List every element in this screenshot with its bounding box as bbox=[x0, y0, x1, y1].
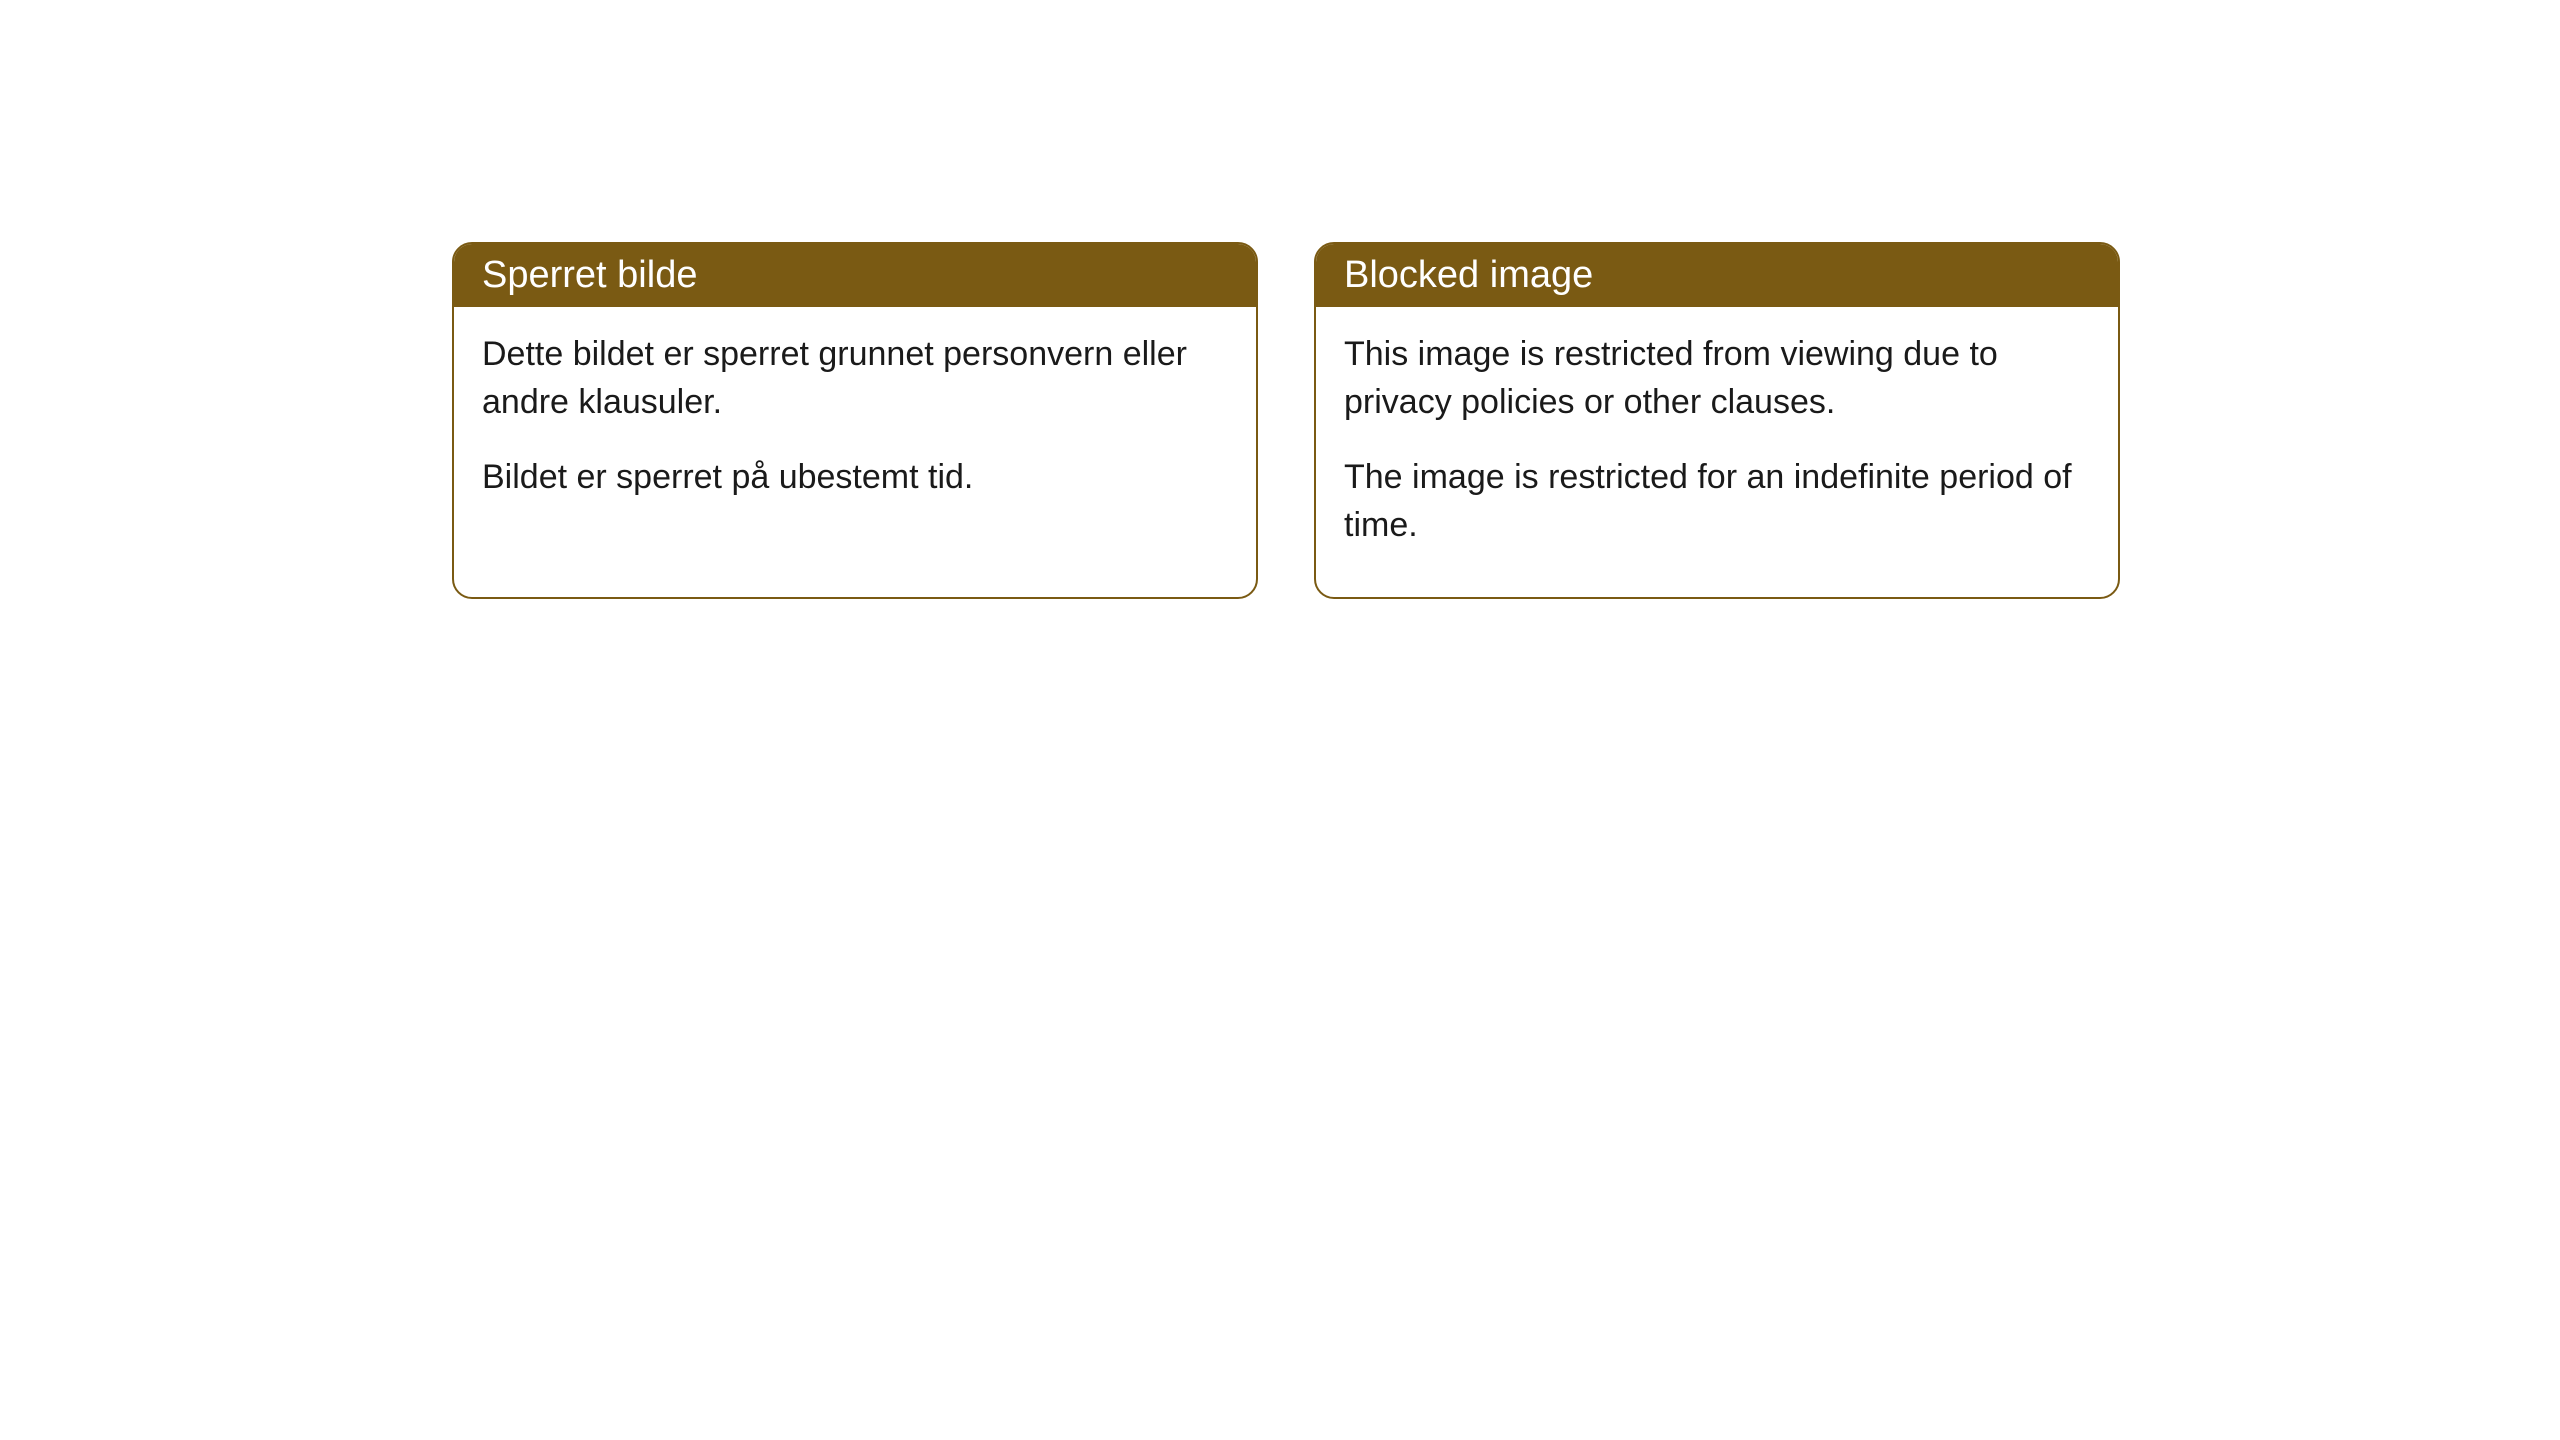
card-title: Sperret bilde bbox=[482, 254, 697, 296]
notice-paragraph: Bildet er sperret på ubestemt tid. bbox=[482, 454, 1228, 502]
blocked-image-card-english: Blocked image This image is restricted f… bbox=[1314, 242, 2120, 599]
notice-paragraph: This image is restricted from viewing du… bbox=[1344, 331, 2090, 426]
notice-cards-container: Sperret bilde Dette bildet er sperret gr… bbox=[0, 0, 2560, 599]
card-body-english: This image is restricted from viewing du… bbox=[1316, 307, 2118, 597]
card-title: Blocked image bbox=[1344, 254, 1593, 296]
card-header-norwegian: Sperret bilde bbox=[454, 244, 1256, 307]
card-header-english: Blocked image bbox=[1316, 244, 2118, 307]
notice-paragraph: Dette bildet er sperret grunnet personve… bbox=[482, 331, 1228, 426]
card-body-norwegian: Dette bildet er sperret grunnet personve… bbox=[454, 307, 1256, 550]
notice-paragraph: The image is restricted for an indefinit… bbox=[1344, 454, 2090, 549]
blocked-image-card-norwegian: Sperret bilde Dette bildet er sperret gr… bbox=[452, 242, 1258, 599]
